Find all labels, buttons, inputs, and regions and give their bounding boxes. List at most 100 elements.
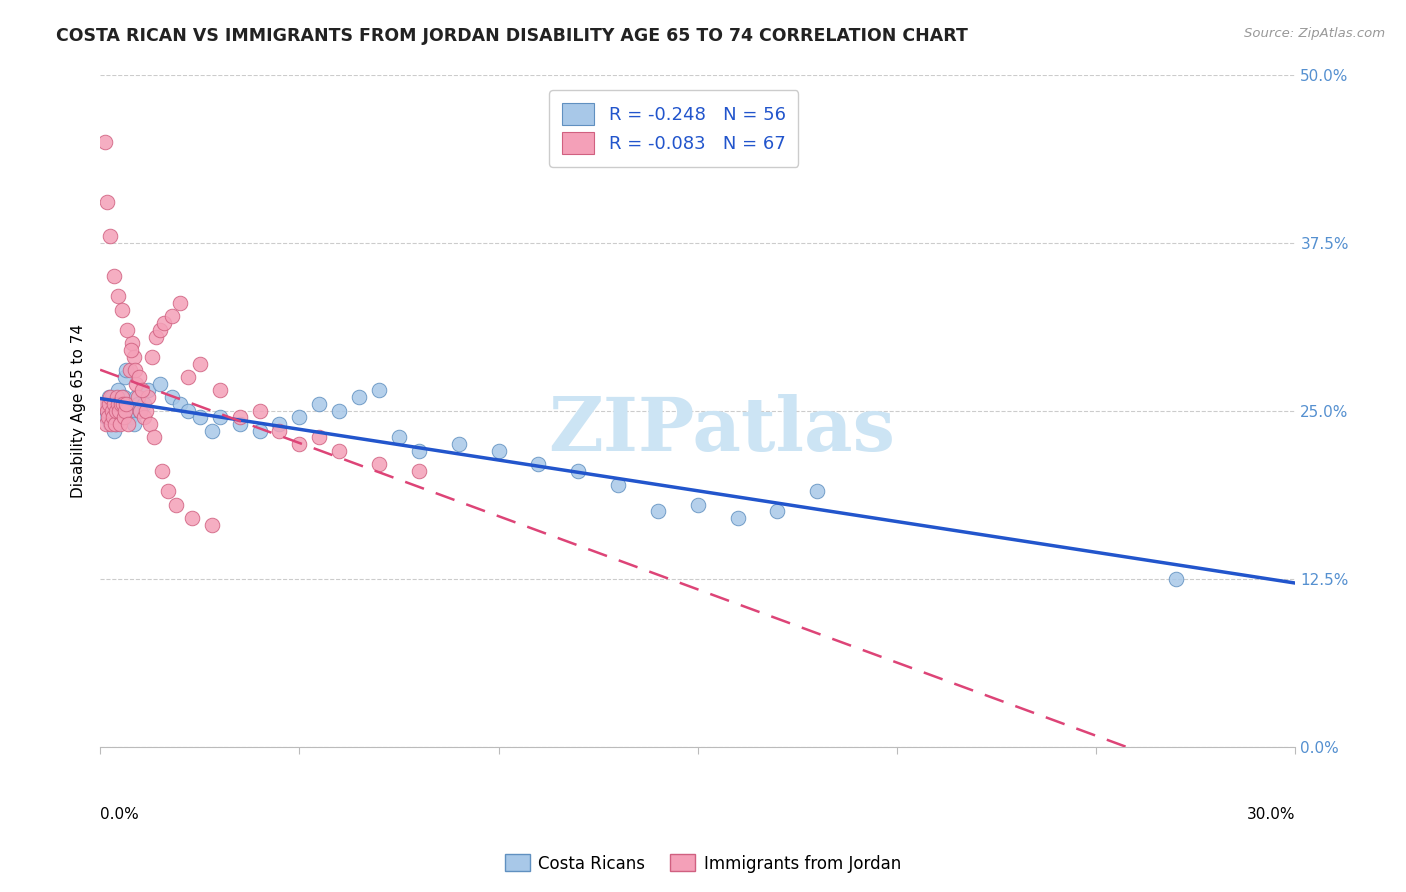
Point bbox=[129, 403, 152, 417]
Point bbox=[94, 417, 117, 431]
Point bbox=[103, 269, 125, 284]
Point bbox=[249, 424, 271, 438]
Text: ZIPatlas: ZIPatlas bbox=[548, 394, 896, 467]
Point bbox=[141, 350, 163, 364]
Point bbox=[607, 477, 630, 491]
Point bbox=[108, 403, 131, 417]
Point bbox=[169, 296, 191, 310]
Point bbox=[132, 410, 155, 425]
Point bbox=[288, 410, 311, 425]
Point bbox=[115, 397, 138, 411]
Point bbox=[408, 464, 430, 478]
Point bbox=[121, 336, 143, 351]
Point bbox=[111, 403, 134, 417]
Point bbox=[94, 135, 117, 149]
Point bbox=[128, 370, 150, 384]
Point bbox=[129, 403, 152, 417]
Point bbox=[117, 417, 139, 431]
Point bbox=[228, 410, 250, 425]
Point bbox=[98, 228, 121, 243]
Point bbox=[97, 410, 120, 425]
Point bbox=[177, 403, 200, 417]
Point bbox=[112, 390, 135, 404]
Point bbox=[118, 363, 141, 377]
Point bbox=[208, 410, 231, 425]
Point bbox=[101, 390, 124, 404]
Point bbox=[160, 390, 183, 404]
Point bbox=[328, 403, 350, 417]
Point bbox=[100, 417, 122, 431]
Point bbox=[114, 370, 136, 384]
Point bbox=[96, 195, 118, 210]
Point bbox=[97, 397, 120, 411]
Point bbox=[105, 403, 128, 417]
Point bbox=[101, 410, 124, 425]
Point bbox=[806, 484, 828, 499]
Point bbox=[249, 403, 271, 417]
Point bbox=[107, 397, 129, 411]
Point bbox=[153, 316, 176, 330]
Point bbox=[308, 397, 330, 411]
Point bbox=[308, 430, 330, 444]
Point bbox=[145, 329, 167, 343]
Point bbox=[94, 410, 117, 425]
Point bbox=[447, 437, 470, 451]
Point bbox=[160, 310, 183, 324]
Point bbox=[180, 511, 202, 525]
Point bbox=[347, 390, 370, 404]
Point bbox=[408, 444, 430, 458]
Point bbox=[328, 444, 350, 458]
Point bbox=[201, 424, 224, 438]
Point bbox=[269, 424, 291, 438]
Point bbox=[120, 343, 142, 357]
Point bbox=[228, 417, 250, 431]
Point bbox=[97, 397, 120, 411]
Point bbox=[139, 417, 162, 431]
Point bbox=[125, 376, 148, 391]
Point bbox=[103, 397, 125, 411]
Point bbox=[150, 464, 173, 478]
Point bbox=[105, 417, 128, 431]
Y-axis label: Disability Age 65 to 74: Disability Age 65 to 74 bbox=[72, 324, 86, 498]
Point bbox=[188, 410, 211, 425]
Point bbox=[527, 458, 550, 472]
Point bbox=[115, 323, 138, 337]
Point bbox=[368, 384, 391, 398]
Point bbox=[169, 397, 191, 411]
Point bbox=[98, 390, 121, 404]
Point bbox=[1164, 572, 1187, 586]
Point bbox=[122, 350, 145, 364]
Point bbox=[188, 357, 211, 371]
Point bbox=[115, 363, 138, 377]
Point bbox=[142, 430, 165, 444]
Point bbox=[388, 430, 411, 444]
Point bbox=[107, 384, 129, 398]
Point bbox=[269, 417, 291, 431]
Point bbox=[96, 403, 118, 417]
Legend: R = -0.248   N = 56, R = -0.083   N = 67: R = -0.248 N = 56, R = -0.083 N = 67 bbox=[550, 90, 799, 167]
Point bbox=[136, 384, 159, 398]
Point bbox=[201, 517, 224, 532]
Point bbox=[107, 289, 129, 303]
Point bbox=[110, 397, 132, 411]
Point bbox=[125, 390, 148, 404]
Text: 0.0%: 0.0% bbox=[100, 807, 139, 822]
Point bbox=[105, 403, 128, 417]
Point bbox=[149, 323, 172, 337]
Point bbox=[103, 424, 125, 438]
Point bbox=[127, 390, 149, 404]
Point bbox=[124, 363, 146, 377]
Point bbox=[105, 390, 128, 404]
Point bbox=[122, 417, 145, 431]
Point bbox=[96, 403, 118, 417]
Point bbox=[112, 410, 135, 425]
Point bbox=[98, 417, 121, 431]
Point bbox=[100, 403, 122, 417]
Point bbox=[132, 397, 155, 411]
Point bbox=[112, 397, 135, 411]
Point bbox=[135, 403, 157, 417]
Point bbox=[108, 410, 131, 425]
Point bbox=[97, 390, 120, 404]
Point bbox=[136, 390, 159, 404]
Point bbox=[111, 302, 134, 317]
